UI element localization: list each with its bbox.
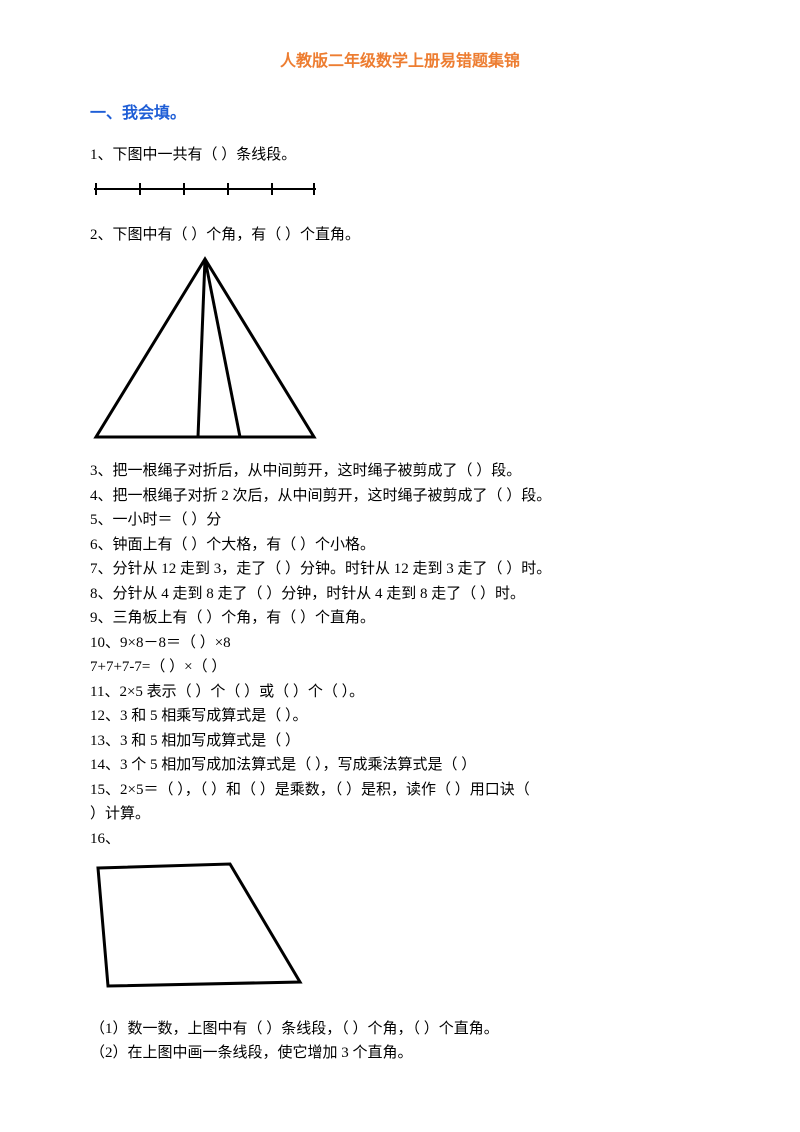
triangle-svg [90, 253, 320, 443]
question-15b: ）计算。 [90, 803, 710, 826]
segment-svg [90, 175, 320, 199]
question-10b: 7+7+7-7=（ ）×（ ） [90, 656, 710, 679]
question-16-1: （1）数一数，上图中有（ ）条线段，（ ）个角，（ ）个直角。 [90, 1018, 710, 1041]
question-3: 3、把一根绳子对折后，从中间剪开，这时绳子被剪成了（ ）段。 [90, 460, 710, 483]
question-16: 16、 [90, 828, 710, 851]
section-1-header: 一、我会填。 [90, 102, 710, 126]
figure-quadrilateral [90, 856, 710, 1004]
figure-triangle [90, 253, 710, 451]
quad-svg [90, 856, 310, 996]
question-4: 4、把一根绳子对折 2 次后，从中间剪开，这时绳子被剪成了（ ）段。 [90, 485, 710, 508]
question-12: 12、3 和 5 相乘写成算式是（ ）。 [90, 705, 710, 728]
question-10: 10、9×8－8＝（ ）×8 [90, 632, 710, 655]
question-6: 6、钟面上有（ ）个大格，有（ ）个小格。 [90, 534, 710, 557]
question-11: 11、2×5 表示（ ）个（ ）或（ ）个（ ）。 [90, 681, 710, 704]
document-title: 人教版二年级数学上册易错题集锦 [90, 50, 710, 74]
question-2: 2、下图中有（ ）个角，有（ ）个直角。 [90, 224, 710, 247]
question-13: 13、3 和 5 相加写成算式是（ ） [90, 730, 710, 753]
question-1: 1、下图中一共有（ ）条线段。 [90, 144, 710, 167]
question-7: 7、分针从 12 走到 3，走了（ ）分钟。时针从 12 走到 3 走了（ ）时… [90, 558, 710, 581]
question-9: 9、三角板上有（ ）个角，有（ ）个直角。 [90, 607, 710, 630]
figure-segment [90, 175, 710, 207]
question-16-2: （2）在上图中画一条线段，使它增加 3 个直角。 [90, 1042, 710, 1065]
question-15a: 15、2×5＝（ ），（ ）和（ ）是乘数，（ ）是积，读作（ ）用口诀（ [90, 779, 710, 802]
question-5: 5、一小时＝（ ）分 [90, 509, 710, 532]
question-14: 14、3 个 5 相加写成加法算式是（ ），写成乘法算式是（ ） [90, 754, 710, 777]
question-8: 8、分针从 4 走到 8 走了（ ）分钟，时针从 4 走到 8 走了（ ）时。 [90, 583, 710, 606]
